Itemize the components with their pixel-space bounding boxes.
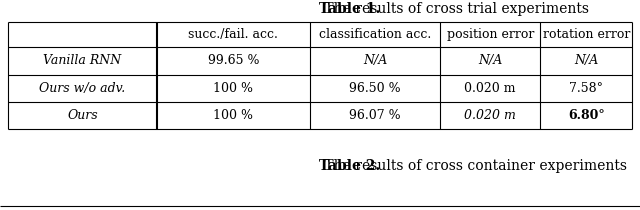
Text: N/A: N/A xyxy=(574,54,598,67)
Text: Vanilla RNN: Vanilla RNN xyxy=(44,54,122,67)
Text: succ./fail. acc.: succ./fail. acc. xyxy=(188,28,278,41)
Text: The results of cross trial experiments: The results of cross trial experiments xyxy=(320,3,589,16)
Text: Table 2.: Table 2. xyxy=(319,159,380,173)
Text: 100 %: 100 % xyxy=(213,82,253,95)
Text: Ours w/o adv.: Ours w/o adv. xyxy=(39,82,125,95)
Text: 7.58°: 7.58° xyxy=(569,82,604,95)
Text: position error: position error xyxy=(447,28,534,41)
Text: rotation error: rotation error xyxy=(543,28,630,41)
Text: Ours: Ours xyxy=(67,109,98,122)
Text: 0.020 m: 0.020 m xyxy=(465,82,516,95)
Text: Table 1.: Table 1. xyxy=(319,3,380,16)
Text: 100 %: 100 % xyxy=(213,109,253,122)
Text: N/A: N/A xyxy=(363,54,387,67)
Text: 99.65 %: 99.65 % xyxy=(207,54,259,67)
Text: N/A: N/A xyxy=(478,54,502,67)
Text: 6.80°: 6.80° xyxy=(568,109,605,122)
Text: 0.020 m: 0.020 m xyxy=(464,109,516,122)
Text: 96.50 %: 96.50 % xyxy=(349,82,401,95)
Text: The results of cross container experiments: The results of cross container experimen… xyxy=(320,159,627,173)
Text: classification acc.: classification acc. xyxy=(319,28,431,41)
Text: 96.07 %: 96.07 % xyxy=(349,109,401,122)
